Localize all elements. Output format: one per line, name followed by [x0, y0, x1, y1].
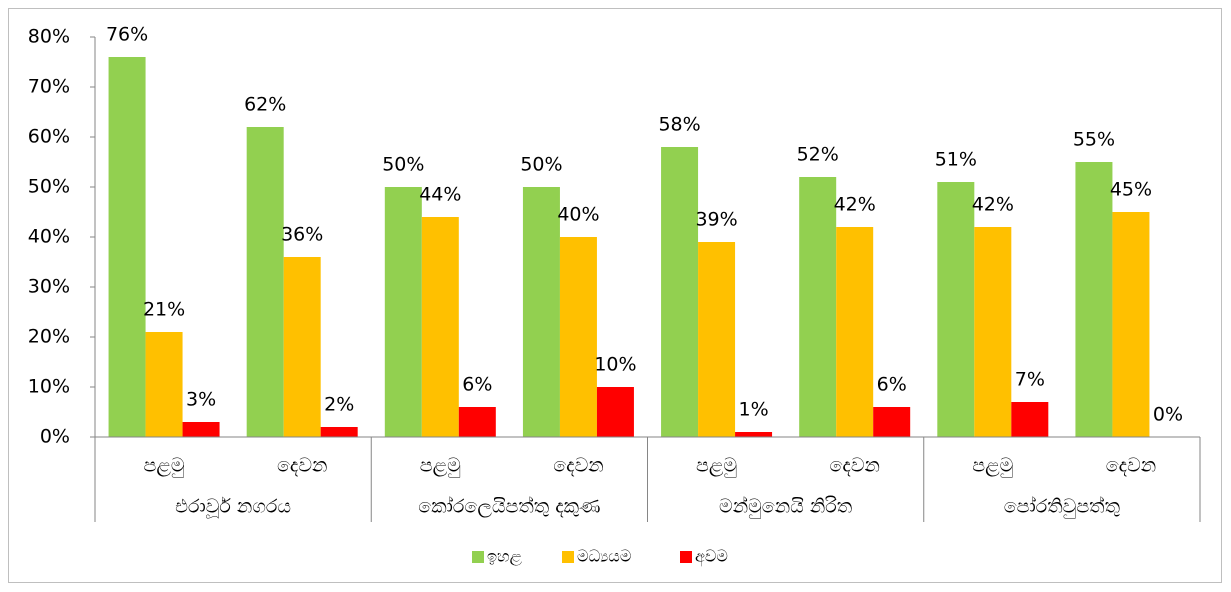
data-label: 45% [1110, 179, 1152, 201]
x-tick-label: දෙවන [1106, 455, 1156, 477]
x-tick-label: පළමු [696, 455, 737, 478]
x-tick-label: දෙවන [277, 455, 327, 477]
group-label: එරාවූර් නගරය [175, 496, 291, 519]
bar [421, 217, 459, 437]
data-label: 2% [324, 394, 354, 416]
x-tick-label: පළමු [972, 455, 1013, 478]
bar [873, 407, 911, 437]
bar [596, 387, 634, 437]
bar [1011, 402, 1049, 437]
data-label: 3% [186, 389, 216, 411]
group-label: කෝරලෙයිපත්තු දකුණ [418, 495, 600, 517]
data-label: 52% [797, 144, 839, 166]
legend-swatch [562, 551, 574, 563]
x-tick-label: දෙවන [829, 455, 879, 477]
data-label: 55% [1073, 129, 1115, 151]
bar [974, 227, 1012, 437]
group-label: පෝරතිවුපත්තු [1004, 495, 1120, 519]
bar [937, 182, 975, 437]
data-label: 42% [972, 194, 1014, 216]
data-label: 7% [1015, 369, 1045, 391]
data-label: 36% [281, 224, 323, 246]
y-tick-label: 50% [28, 176, 70, 198]
data-label: 1% [738, 399, 768, 421]
data-label: 62% [244, 94, 286, 116]
data-label: 76% [106, 24, 148, 46]
y-tick-label: 70% [28, 76, 70, 98]
bar [799, 177, 837, 437]
x-tick-label: පළමු [144, 455, 185, 478]
bar [522, 187, 560, 437]
y-tick-label: 40% [28, 226, 70, 248]
data-label: 50% [382, 154, 424, 176]
bar [1112, 212, 1150, 437]
data-label: 6% [877, 374, 907, 396]
legend-label: අවම [695, 547, 728, 567]
chart-border [8, 8, 1222, 583]
x-tick-label: දෙවන [553, 455, 603, 477]
data-label: 58% [658, 114, 700, 136]
y-tick-label: 10% [28, 376, 70, 398]
bar [145, 332, 183, 437]
data-label: 51% [935, 149, 977, 171]
y-tick-label: 60% [28, 126, 70, 148]
data-label: 40% [557, 204, 599, 226]
legend-swatch [472, 551, 484, 563]
bar [1075, 162, 1113, 437]
y-tick-label: 0% [40, 426, 70, 448]
bar [836, 227, 874, 437]
y-tick-label: 30% [28, 276, 70, 298]
data-label: 0% [1153, 404, 1183, 426]
data-label: 21% [143, 299, 185, 321]
data-label: 39% [695, 209, 737, 231]
data-label: 10% [594, 354, 636, 376]
legend-swatch [680, 551, 692, 563]
bar [458, 407, 496, 437]
x-tick-label: පළමු [420, 455, 461, 478]
data-label: 44% [419, 184, 461, 206]
legend-label: ඉහළ [487, 547, 522, 567]
y-tick-label: 80% [28, 26, 70, 48]
y-tick-label: 20% [28, 326, 70, 348]
bar [559, 237, 597, 437]
data-label: 42% [834, 194, 876, 216]
data-label: 6% [462, 374, 492, 396]
legend-label: මධ්‍යයම [577, 547, 631, 566]
bar [735, 432, 773, 437]
bar [384, 187, 422, 437]
bar [320, 427, 358, 437]
bar [108, 57, 146, 437]
bar [246, 127, 284, 437]
bar [698, 242, 736, 437]
bar [661, 147, 699, 437]
group-label: මන්මුනෙයි නිරිත [719, 495, 852, 519]
bar [283, 257, 321, 437]
bar [182, 422, 220, 437]
data-label: 50% [520, 154, 562, 176]
